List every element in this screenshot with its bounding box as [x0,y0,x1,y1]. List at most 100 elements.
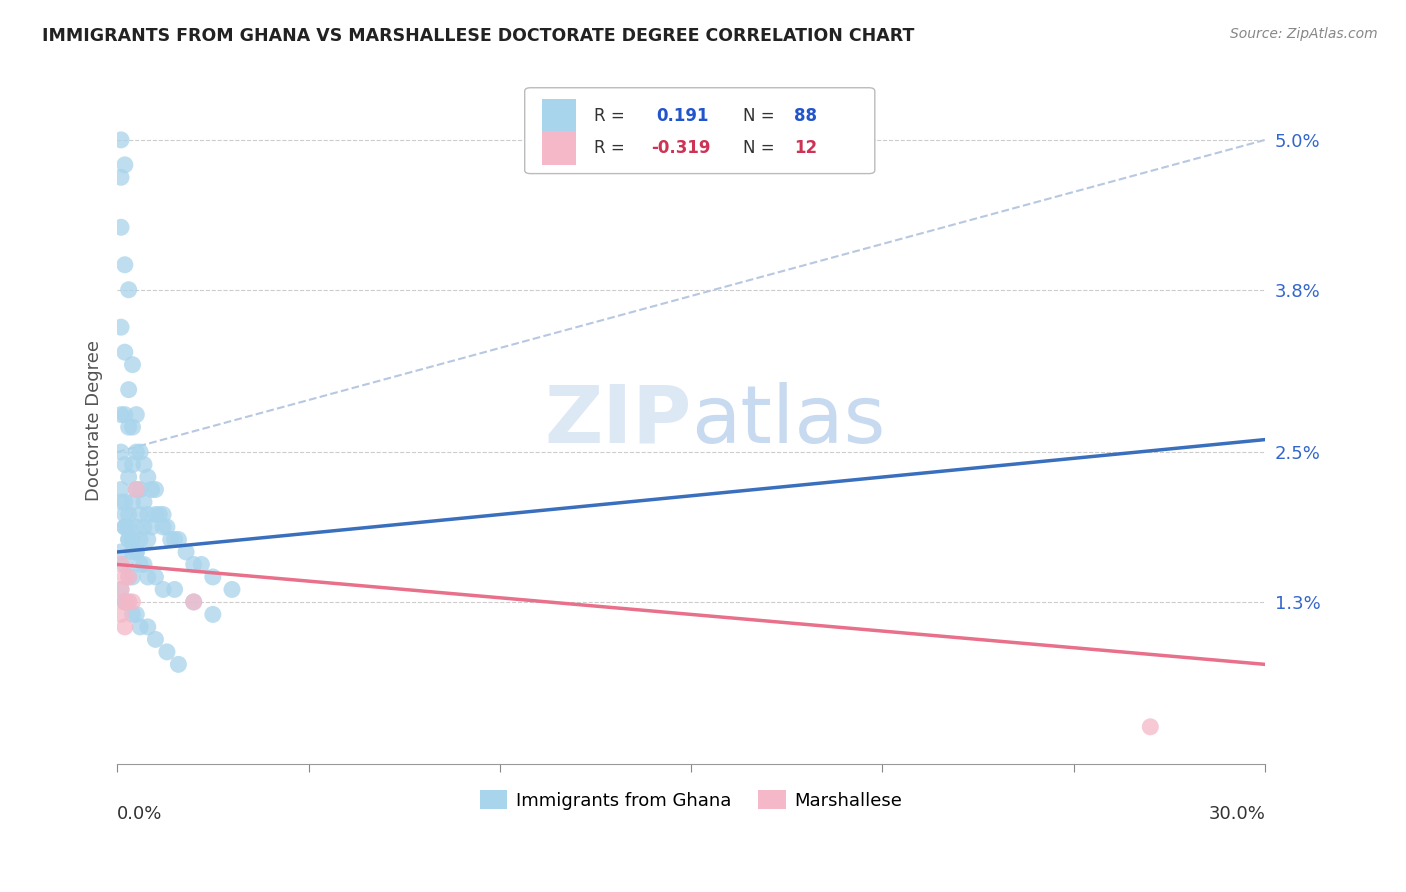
Legend: Immigrants from Ghana, Marshallese: Immigrants from Ghana, Marshallese [472,783,910,817]
Point [121,595,143,609]
Point [148,508,170,522]
Point [129,558,152,572]
Point [121,495,143,509]
Point [136,620,159,634]
Point [110,607,132,622]
Point [121,545,143,559]
Point [118,595,141,609]
Point [110,495,132,509]
Point [125,408,148,422]
Text: ZIP: ZIP [544,382,692,460]
Text: R =: R = [593,107,624,126]
Point [110,320,132,334]
Text: IMMIGRANTS FROM GHANA VS MARSHALLESE DOCTORATE DEGREE CORRELATION CHART: IMMIGRANTS FROM GHANA VS MARSHALLESE DOC… [42,27,914,45]
Text: 30.0%: 30.0% [1208,805,1265,823]
Point [125,545,148,559]
Point [129,533,152,547]
Text: N =: N = [742,139,775,157]
Point [132,520,155,534]
Point [141,520,163,534]
Point [201,570,224,584]
Point [201,607,224,622]
Point [121,358,143,372]
Point [110,408,132,422]
Point [190,558,212,572]
Point [156,520,179,534]
Point [129,508,152,522]
Point [145,632,167,647]
Point [132,558,155,572]
Text: Source: ZipAtlas.com: Source: ZipAtlas.com [1230,27,1378,41]
Point [183,558,205,572]
Point [136,570,159,584]
Point [118,508,141,522]
Text: 88: 88 [794,107,817,126]
Point [1139,720,1161,734]
Point [125,445,148,459]
Point [125,545,148,559]
Point [114,520,136,534]
Point [110,483,132,497]
Text: 12: 12 [794,139,817,157]
Point [110,582,132,597]
Point [118,533,141,547]
Bar [541,99,576,134]
Point [110,558,132,572]
Point [163,533,186,547]
Point [121,420,143,434]
Y-axis label: Doctorate Degree: Doctorate Degree [86,341,103,501]
Point [132,495,155,509]
Point [110,220,132,235]
Text: R =: R = [593,139,624,157]
Text: -0.319: -0.319 [651,139,710,157]
Point [118,533,141,547]
Point [118,420,141,434]
Point [114,458,136,472]
Text: 0.0%: 0.0% [117,805,163,823]
Point [221,582,243,597]
Point [110,445,132,459]
Point [114,558,136,572]
Point [121,458,143,472]
Point [183,595,205,609]
Point [145,570,167,584]
Point [118,520,141,534]
FancyBboxPatch shape [524,87,875,174]
Point [110,133,132,147]
Point [118,470,141,484]
Point [114,595,136,609]
Point [121,607,143,622]
Point [114,620,136,634]
Point [163,582,186,597]
Point [159,533,181,547]
Point [121,533,143,547]
Point [121,533,143,547]
Point [145,483,167,497]
Point [152,520,174,534]
Point [167,657,190,672]
Text: 0.191: 0.191 [657,107,709,126]
Point [132,458,155,472]
Point [156,645,179,659]
Point [114,570,136,584]
Point [125,607,148,622]
Point [114,508,136,522]
Point [114,258,136,272]
Point [129,620,152,634]
Point [136,533,159,547]
Point [118,595,141,609]
Point [121,570,143,584]
Point [152,508,174,522]
Point [114,158,136,172]
Point [125,483,148,497]
Point [125,520,148,534]
Point [152,582,174,597]
Point [145,508,167,522]
Text: atlas: atlas [692,382,886,460]
Point [125,483,148,497]
Point [114,345,136,359]
Text: N =: N = [742,107,775,126]
Point [110,582,132,597]
Point [136,508,159,522]
Point [167,533,190,547]
